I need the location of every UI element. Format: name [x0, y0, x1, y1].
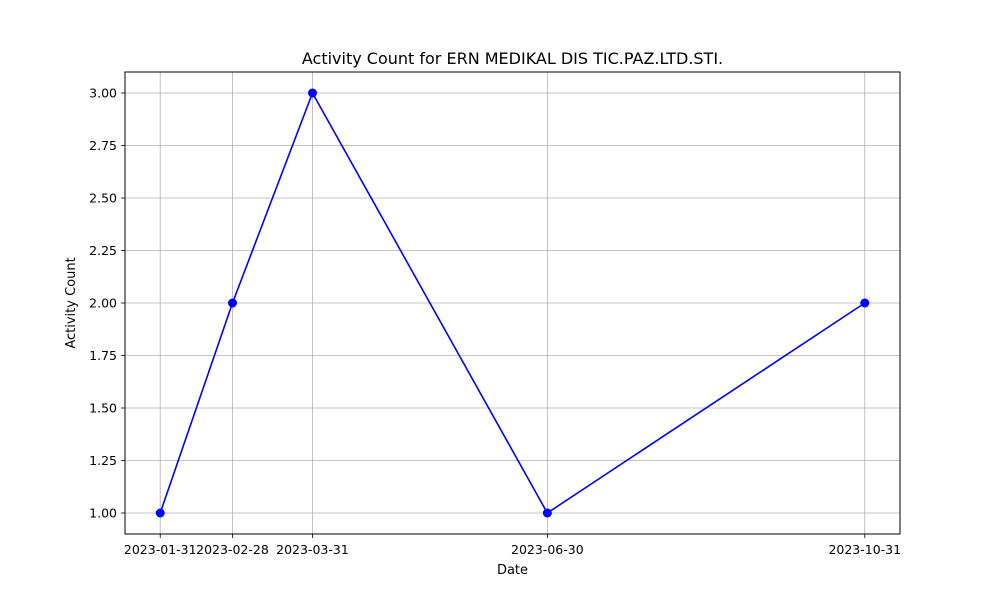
x-tick-label: 2023-01-31	[124, 542, 197, 557]
y-tick-label: 2.75	[89, 138, 117, 153]
grid-layer	[125, 72, 900, 534]
y-tick-label: 1.25	[89, 453, 117, 468]
data-point	[155, 508, 165, 518]
y-tick-label: 2.25	[89, 243, 117, 258]
x-tick-label: 2023-10-31	[828, 542, 901, 557]
y-tick-label: 2.50	[89, 191, 117, 206]
y-tick-label: 1.75	[89, 348, 117, 363]
series-layer	[155, 88, 870, 518]
data-point	[307, 88, 317, 98]
data-point	[542, 508, 552, 518]
y-tick-label: 1.50	[89, 401, 117, 416]
data-point	[227, 298, 237, 308]
x-tick-label: 2023-06-30	[511, 542, 584, 557]
chart-title: Activity Count for ERN MEDIKAL DIS TIC.P…	[302, 49, 723, 68]
x-tick-label: 2023-02-28	[196, 542, 269, 557]
y-tick-label: 1.00	[89, 506, 117, 521]
data-point	[860, 298, 870, 308]
y-axis-label: Activity Count	[64, 257, 79, 348]
x-tick-label: 2023-03-31	[276, 542, 349, 557]
x-axis-label: Date	[497, 563, 528, 578]
y-tick-label: 3.00	[89, 86, 117, 101]
tick-layer: 2023-01-31 2023-02-28 2023-03-31 2023-06-30…	[89, 86, 901, 558]
y-tick-label: 2.00	[89, 296, 117, 311]
